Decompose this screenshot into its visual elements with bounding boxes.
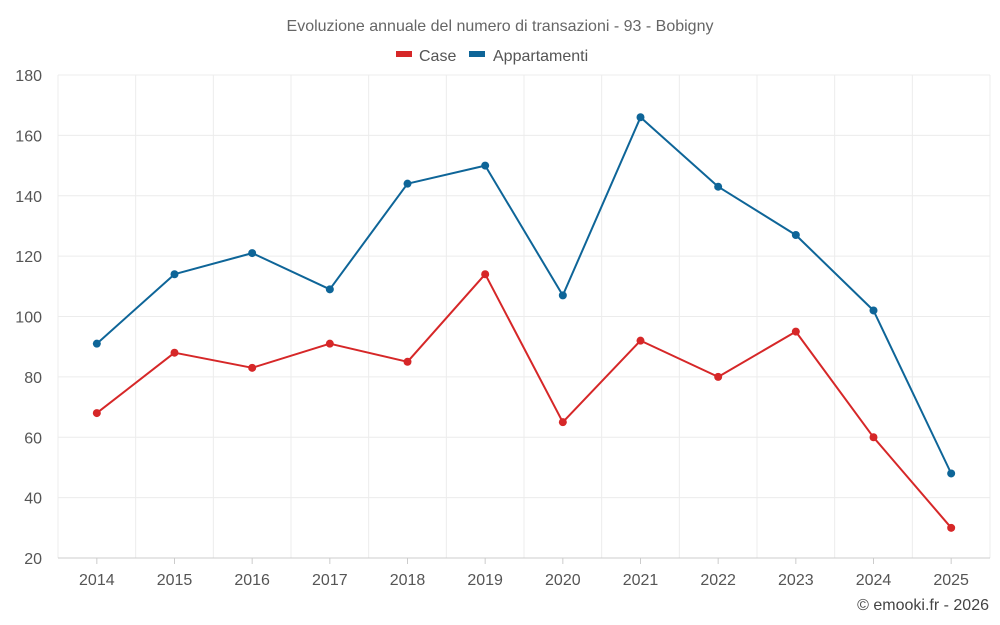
data-point-case[interactable] — [558, 418, 567, 427]
x-tick-label: 2021 — [623, 572, 659, 589]
data-point-case[interactable] — [403, 357, 412, 366]
y-tick-label: 160 — [15, 128, 42, 145]
data-point-appartamenti[interactable] — [325, 285, 334, 294]
data-point-case[interactable] — [92, 409, 101, 418]
y-tick-label: 180 — [15, 68, 42, 85]
legend-label-case[interactable]: Case — [419, 48, 456, 65]
legend-swatch-case — [396, 51, 412, 57]
data-point-appartamenti[interactable] — [558, 291, 567, 300]
data-point-case[interactable] — [791, 327, 800, 336]
chart-title: Evoluzione annuale del numero di transaz… — [287, 18, 714, 35]
credit-text: © emooki.fr - 2026 — [857, 597, 989, 614]
legend-swatch-appartamenti — [469, 51, 485, 57]
data-point-case[interactable] — [248, 363, 257, 372]
y-tick-label: 140 — [15, 189, 42, 206]
data-point-case[interactable] — [325, 339, 334, 348]
legend-label-appartamenti[interactable]: Appartamenti — [493, 48, 588, 65]
x-tick-label: 2023 — [778, 572, 814, 589]
data-point-case[interactable] — [636, 336, 645, 345]
axes: 20 40 60 80 100 120 140 160 180 2014 2015 2016 2017 2… — [15, 68, 990, 589]
y-tick-label: 100 — [15, 310, 42, 327]
x-tick-label: 2025 — [933, 572, 969, 589]
data-point-case[interactable] — [714, 372, 723, 381]
data-point-appartamenti[interactable] — [869, 306, 878, 315]
series — [92, 113, 956, 532]
x-tick-label: 2022 — [700, 572, 736, 589]
data-point-appartamenti[interactable] — [947, 469, 956, 478]
x-tick-label: 2024 — [856, 572, 892, 589]
y-tick-label: 60 — [24, 430, 42, 447]
data-point-appartamenti[interactable] — [714, 182, 723, 191]
legend: Case Appartamenti — [396, 48, 588, 65]
data-point-appartamenti[interactable] — [248, 249, 257, 258]
data-point-case[interactable] — [947, 523, 956, 532]
data-point-case[interactable] — [481, 270, 490, 279]
grid — [57, 74, 991, 558]
series-line-appartamenti — [96, 116, 953, 474]
x-tick-label: 2018 — [390, 572, 426, 589]
y-tick-label: 20 — [24, 551, 42, 568]
series-line-case — [96, 273, 952, 529]
x-tick-label: 2020 — [545, 572, 581, 589]
data-point-appartamenti[interactable] — [481, 161, 490, 170]
data-point-appartamenti[interactable] — [403, 179, 412, 188]
y-tick-label: 80 — [24, 370, 42, 387]
x-tick-label: 2014 — [79, 572, 115, 589]
x-tick-label: 2019 — [467, 572, 503, 589]
y-tick-label: 120 — [15, 249, 42, 266]
y-tick-label: 40 — [24, 491, 42, 508]
data-point-case[interactable] — [170, 348, 179, 357]
x-tick-label: 2017 — [312, 572, 348, 589]
x-tick-label: 2015 — [157, 572, 193, 589]
data-point-appartamenti[interactable] — [791, 230, 800, 239]
data-point-appartamenti[interactable] — [92, 339, 101, 348]
data-point-case[interactable] — [869, 433, 878, 442]
data-point-appartamenti[interactable] — [636, 113, 645, 122]
x-tick-label: 2016 — [234, 572, 270, 589]
data-point-appartamenti[interactable] — [170, 270, 179, 279]
